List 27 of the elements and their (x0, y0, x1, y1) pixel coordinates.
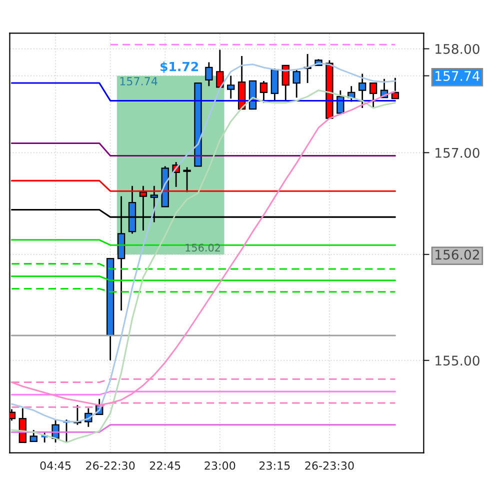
y-tick-label: 157.00 (436, 148, 480, 158)
x-tick-label: 23:15 (259, 461, 290, 470)
candlestick (183, 166, 191, 193)
y-tick-label: 155.00 (436, 356, 480, 366)
candlestick (358, 73, 366, 109)
candlestick (227, 75, 235, 100)
candlestick (30, 429, 38, 442)
annotation: $1.72 (160, 62, 198, 73)
candlestick (62, 418, 71, 444)
candlestick (369, 82, 378, 109)
candlestick (292, 68, 300, 98)
y-tick-label: 158.00 (436, 44, 480, 54)
candlestick (270, 68, 279, 102)
candlestick (336, 90, 344, 114)
annotation: 156.02 (186, 244, 220, 252)
candlestick (216, 49, 224, 88)
x-tick-label: 23:00 (204, 461, 236, 470)
y-tick-label: 156.02 (436, 250, 479, 260)
x-tick-label: 04:45 (40, 461, 71, 470)
candlestick (205, 62, 213, 87)
y-tick-label: 157.74 (436, 71, 480, 81)
x-tick-label: 26-23:30 (305, 461, 354, 470)
x-tick-label: 22:45 (150, 461, 180, 470)
candlestick (40, 431, 49, 444)
x-tick-label: 26-22:30 (86, 461, 135, 470)
annotation: 157.74 (120, 77, 158, 86)
candlestick (260, 80, 268, 104)
